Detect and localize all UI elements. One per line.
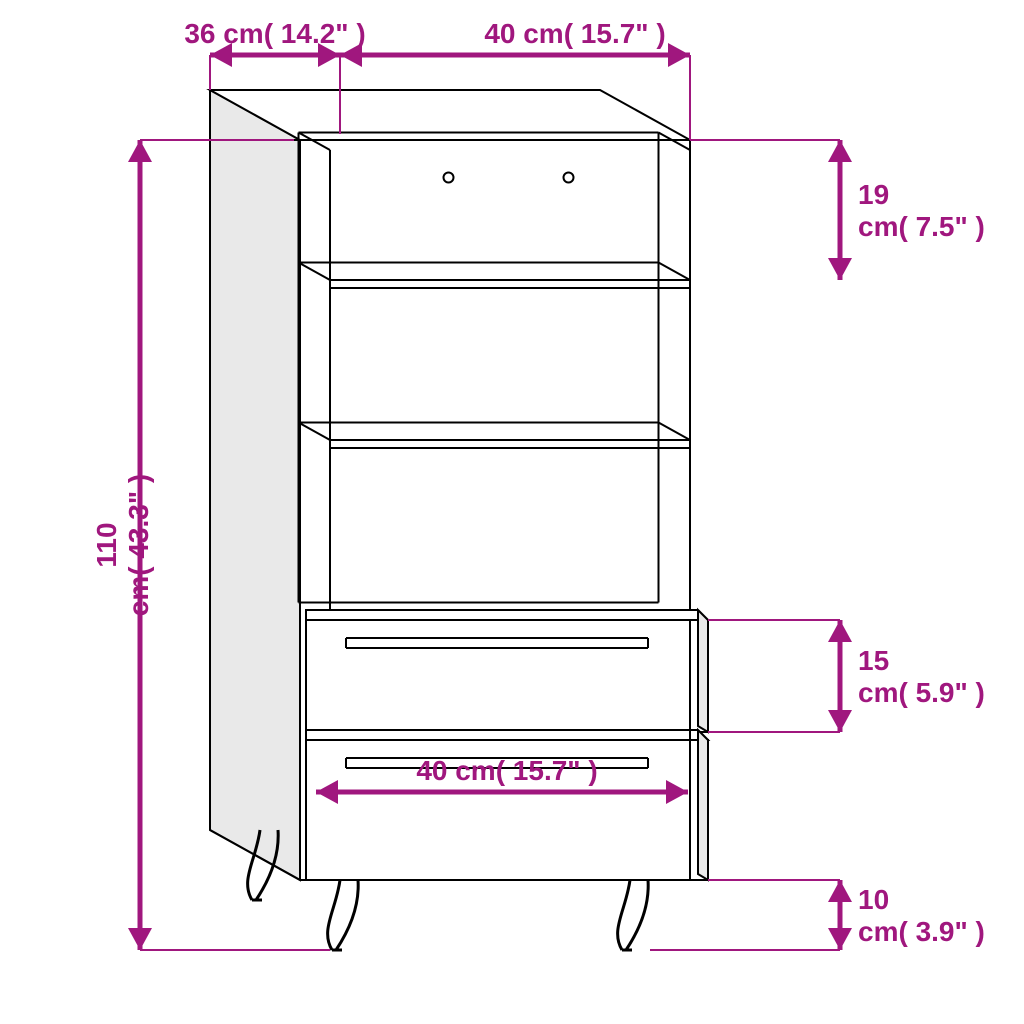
- svg-text:cm( 43.3" ): cm( 43.3" ): [123, 474, 154, 616]
- dim-leg: 10cm( 3.9" ): [858, 884, 985, 947]
- svg-text:15: 15: [858, 645, 889, 676]
- dim-depth: 36 cm( 14.2" ): [184, 18, 365, 49]
- svg-text:10: 10: [858, 884, 889, 915]
- svg-text:cm( 3.9" ): cm( 3.9" ): [858, 916, 985, 947]
- dim-width-top: 40 cm( 15.7" ): [484, 18, 665, 49]
- svg-text:19: 19: [858, 179, 889, 210]
- svg-text:cm( 7.5" ): cm( 7.5" ): [858, 211, 985, 242]
- svg-text:cm( 5.9" ): cm( 5.9" ): [858, 677, 985, 708]
- dim-height: 110cm( 43.3" ): [91, 474, 154, 616]
- dim-drawer: 15cm( 5.9" ): [858, 645, 985, 708]
- dim-shelf: 19cm( 7.5" ): [858, 179, 985, 242]
- dim-width-bottom: 40 cm( 15.7" ): [416, 755, 597, 786]
- svg-text:110: 110: [91, 522, 122, 567]
